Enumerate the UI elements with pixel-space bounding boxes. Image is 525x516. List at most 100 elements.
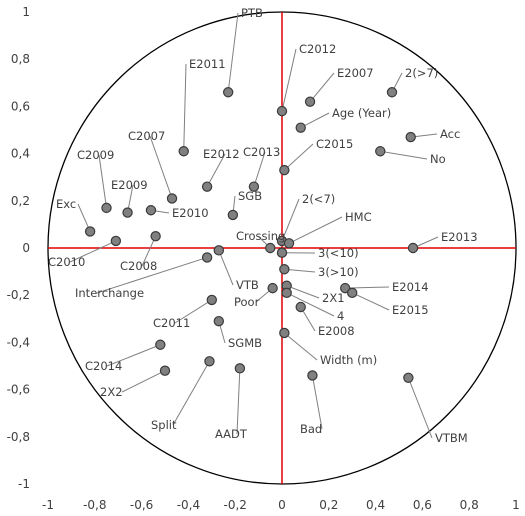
point-label: E2011 xyxy=(189,57,226,71)
point-label: 4 xyxy=(337,309,344,323)
leader-line xyxy=(253,151,266,187)
data-point xyxy=(279,327,290,339)
point-label: HMC xyxy=(345,210,372,224)
point-label: VTB xyxy=(236,278,259,292)
leader-line xyxy=(149,135,173,199)
leader-line xyxy=(236,368,241,435)
data-point xyxy=(295,122,306,133)
point-label: Poor xyxy=(234,295,260,309)
leader-line xyxy=(281,48,297,112)
data-point xyxy=(155,339,166,350)
point-label: E2007 xyxy=(337,66,374,80)
point-label: 3(<10) xyxy=(318,246,359,260)
data-point xyxy=(347,287,358,299)
y-tick-label: 0,6 xyxy=(11,99,30,113)
data-point xyxy=(201,181,213,192)
data-point xyxy=(222,87,234,98)
point-label: VTBM xyxy=(435,431,468,445)
data-point xyxy=(307,370,318,381)
data-point xyxy=(267,282,278,294)
point-label: Exc xyxy=(56,197,76,211)
point-label: Width (m) xyxy=(320,353,377,367)
x-tick-label: -0,6 xyxy=(130,498,153,512)
x-tick-label: 0,4 xyxy=(366,498,385,512)
data-point xyxy=(279,264,290,275)
leader-line xyxy=(284,143,314,171)
point-label: Split xyxy=(151,418,177,432)
y-tick-label: 0,4 xyxy=(11,147,30,161)
data-point xyxy=(279,164,290,176)
point-label: E2008 xyxy=(318,324,355,338)
point-label: Bad xyxy=(300,422,322,436)
point-label: 3(>10) xyxy=(318,265,359,279)
data-point xyxy=(283,238,295,249)
point-label: C2007 xyxy=(128,129,165,143)
data-points xyxy=(84,87,419,383)
leader-line xyxy=(380,150,428,160)
point-label: E2010 xyxy=(172,206,209,220)
data-point xyxy=(178,146,189,157)
point-label: C2008 xyxy=(120,259,157,273)
data-point xyxy=(84,226,96,237)
leader-line xyxy=(309,72,335,103)
leader-line xyxy=(141,235,157,267)
point-labels: -1 -0,8 -0,6 -0,4 -0,2 0 0,2 0,4 0,6 0,8 1 1 0,8 0,6 0… xyxy=(7,5,520,512)
point-label: C2015 xyxy=(316,137,353,151)
data-point xyxy=(248,181,260,192)
x-tick-label: 0,2 xyxy=(319,498,338,512)
data-point xyxy=(403,372,414,383)
point-label: E2012 xyxy=(203,147,240,161)
leader-lines xyxy=(69,12,439,439)
x-tick-label: -1 xyxy=(42,498,54,512)
data-point xyxy=(276,247,288,258)
leader-line xyxy=(98,154,107,208)
point-label: 2(<7) xyxy=(302,192,335,206)
data-point xyxy=(145,205,157,216)
leader-line xyxy=(227,12,239,93)
leader-line xyxy=(407,377,433,439)
point-label: SGB xyxy=(238,189,262,203)
point-label: 2X2 xyxy=(100,385,123,399)
x-tick-label: 0,6 xyxy=(413,498,432,512)
data-point xyxy=(101,202,112,214)
point-label: E2013 xyxy=(441,230,478,244)
leader-line xyxy=(174,299,213,324)
leader-line xyxy=(121,370,166,393)
leader-line xyxy=(286,292,335,317)
data-point xyxy=(339,282,351,294)
data-point xyxy=(281,287,292,299)
y-tick-label: 0 xyxy=(22,241,30,255)
point-label: 2X1 xyxy=(322,291,345,305)
point-label: 2(>7) xyxy=(405,66,438,80)
x-tick-label: 0,8 xyxy=(460,498,479,512)
leader-line xyxy=(218,250,234,286)
data-point xyxy=(405,131,416,143)
data-point xyxy=(159,365,171,376)
point-label: No xyxy=(430,152,446,166)
x-tick-label: 0 xyxy=(278,498,286,512)
data-point xyxy=(201,252,213,263)
data-point xyxy=(204,356,215,367)
point-label: Interchange xyxy=(75,286,144,300)
point-label: E2015 xyxy=(392,303,429,317)
point-label: C2009 xyxy=(77,148,114,162)
leader-line xyxy=(183,63,187,152)
data-point xyxy=(375,146,386,157)
leader-line xyxy=(96,256,208,294)
y-tick-label: -0,4 xyxy=(7,335,30,349)
x-tick-label: -0,4 xyxy=(177,498,200,512)
data-point xyxy=(166,193,178,204)
point-label: AADT xyxy=(215,427,248,441)
leader-line xyxy=(281,198,300,242)
leader-line xyxy=(284,332,318,361)
y-tick-label: -0,8 xyxy=(7,430,30,444)
data-point xyxy=(295,301,306,313)
x-tick-label: -0,2 xyxy=(223,498,246,512)
leader-line xyxy=(288,216,343,244)
data-point xyxy=(304,96,316,107)
y-tick-label: 0,2 xyxy=(11,194,30,208)
point-label: PTB xyxy=(241,6,263,20)
data-point xyxy=(122,207,133,218)
point-label: Acc xyxy=(440,127,460,141)
